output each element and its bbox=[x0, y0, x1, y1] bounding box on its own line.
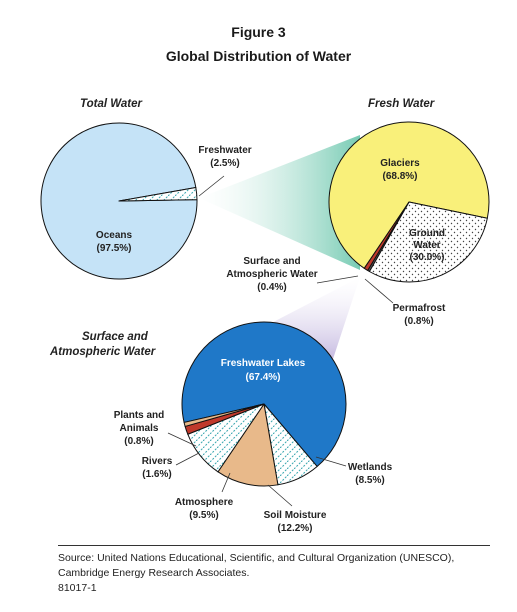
value-surface-atmospheric: (0.4%) bbox=[257, 282, 286, 293]
pie-surface-atmospheric-water bbox=[181, 321, 347, 487]
label-plants-line1: Plants and bbox=[114, 410, 165, 421]
label-ground: Ground bbox=[409, 228, 445, 239]
source-divider bbox=[58, 545, 490, 546]
figure-number: Figure 3 bbox=[231, 24, 286, 40]
pie-title-fresh-water: Fresh Water bbox=[368, 98, 435, 110]
value-freshwater: (2.5%) bbox=[210, 158, 239, 169]
figure-title: Global Distribution of Water bbox=[165, 48, 352, 64]
value-rivers: (1.6%) bbox=[142, 469, 171, 480]
label-plants-line2: Animals bbox=[120, 423, 159, 434]
value-wetlands: (8.5%) bbox=[355, 475, 384, 486]
pie-slice-plants-and-animals bbox=[183, 403, 265, 427]
pie-slice-freshwater-lakes bbox=[181, 321, 347, 467]
leader-atmosphere bbox=[221, 472, 231, 493]
label-soil-moisture: Soil Moisture bbox=[264, 510, 327, 521]
pie-title-surface-line1: Surface and bbox=[82, 331, 149, 343]
pie-slice-glaciers bbox=[328, 121, 490, 269]
pie-slice-ground-water bbox=[368, 201, 488, 283]
leader-soil-moisture bbox=[267, 484, 293, 507]
label-rivers: Rivers bbox=[142, 456, 173, 467]
connector-freshwater-to-fresh-water bbox=[199, 135, 360, 270]
leader-wetlands bbox=[315, 456, 347, 467]
label-glaciers: Glaciers bbox=[380, 158, 420, 169]
pie-total-water bbox=[40, 122, 198, 280]
label-freshwater: Freshwater bbox=[198, 145, 251, 156]
label-oceans: Oceans bbox=[96, 230, 133, 241]
value-soil-moisture: (12.2%) bbox=[277, 523, 312, 534]
label-surface-line2: Atmospheric Water bbox=[226, 269, 317, 280]
value-freshwater-lakes: (67.4%) bbox=[245, 372, 280, 383]
value-atmosphere: (9.5%) bbox=[189, 510, 218, 521]
label-water: Water bbox=[413, 240, 441, 251]
value-ground-water: (30.0%) bbox=[409, 252, 444, 263]
leader-permafrost bbox=[364, 278, 394, 304]
value-permafrost: (0.8%) bbox=[404, 316, 433, 327]
pie-slice-soil-moisture bbox=[217, 403, 279, 487]
label-freshwater-lakes: Freshwater Lakes bbox=[221, 358, 306, 369]
leader-plants-animals bbox=[167, 432, 197, 447]
leader-surface-atmospheric bbox=[316, 275, 359, 284]
pie-slice-freshwater bbox=[118, 186, 198, 202]
source-figure-id: 81017-1 bbox=[58, 582, 97, 594]
label-atmosphere: Atmosphere bbox=[175, 497, 234, 508]
source-line-1: Source: United Nations Educational, Scie… bbox=[58, 552, 455, 564]
value-plants-animals: (0.8%) bbox=[124, 436, 153, 447]
pie-slice-permafrost bbox=[363, 201, 410, 271]
leader-freshwater bbox=[198, 175, 225, 197]
leader-rivers bbox=[175, 452, 200, 466]
value-oceans: (97.5%) bbox=[96, 243, 131, 254]
pie-title-total-water: Total Water bbox=[80, 98, 143, 110]
label-permafrost: Permafrost bbox=[393, 303, 446, 314]
leader-lines bbox=[167, 175, 394, 507]
value-glaciers: (68.8%) bbox=[382, 171, 417, 182]
pie-fresh-water bbox=[328, 121, 490, 283]
pie-title-surface-line2: Atmospheric Water bbox=[49, 346, 156, 358]
label-surface-line1: Surface and bbox=[243, 256, 300, 267]
source-line-2: Cambridge Energy Research Associates. bbox=[58, 567, 250, 579]
label-wetlands: Wetlands bbox=[348, 462, 393, 473]
